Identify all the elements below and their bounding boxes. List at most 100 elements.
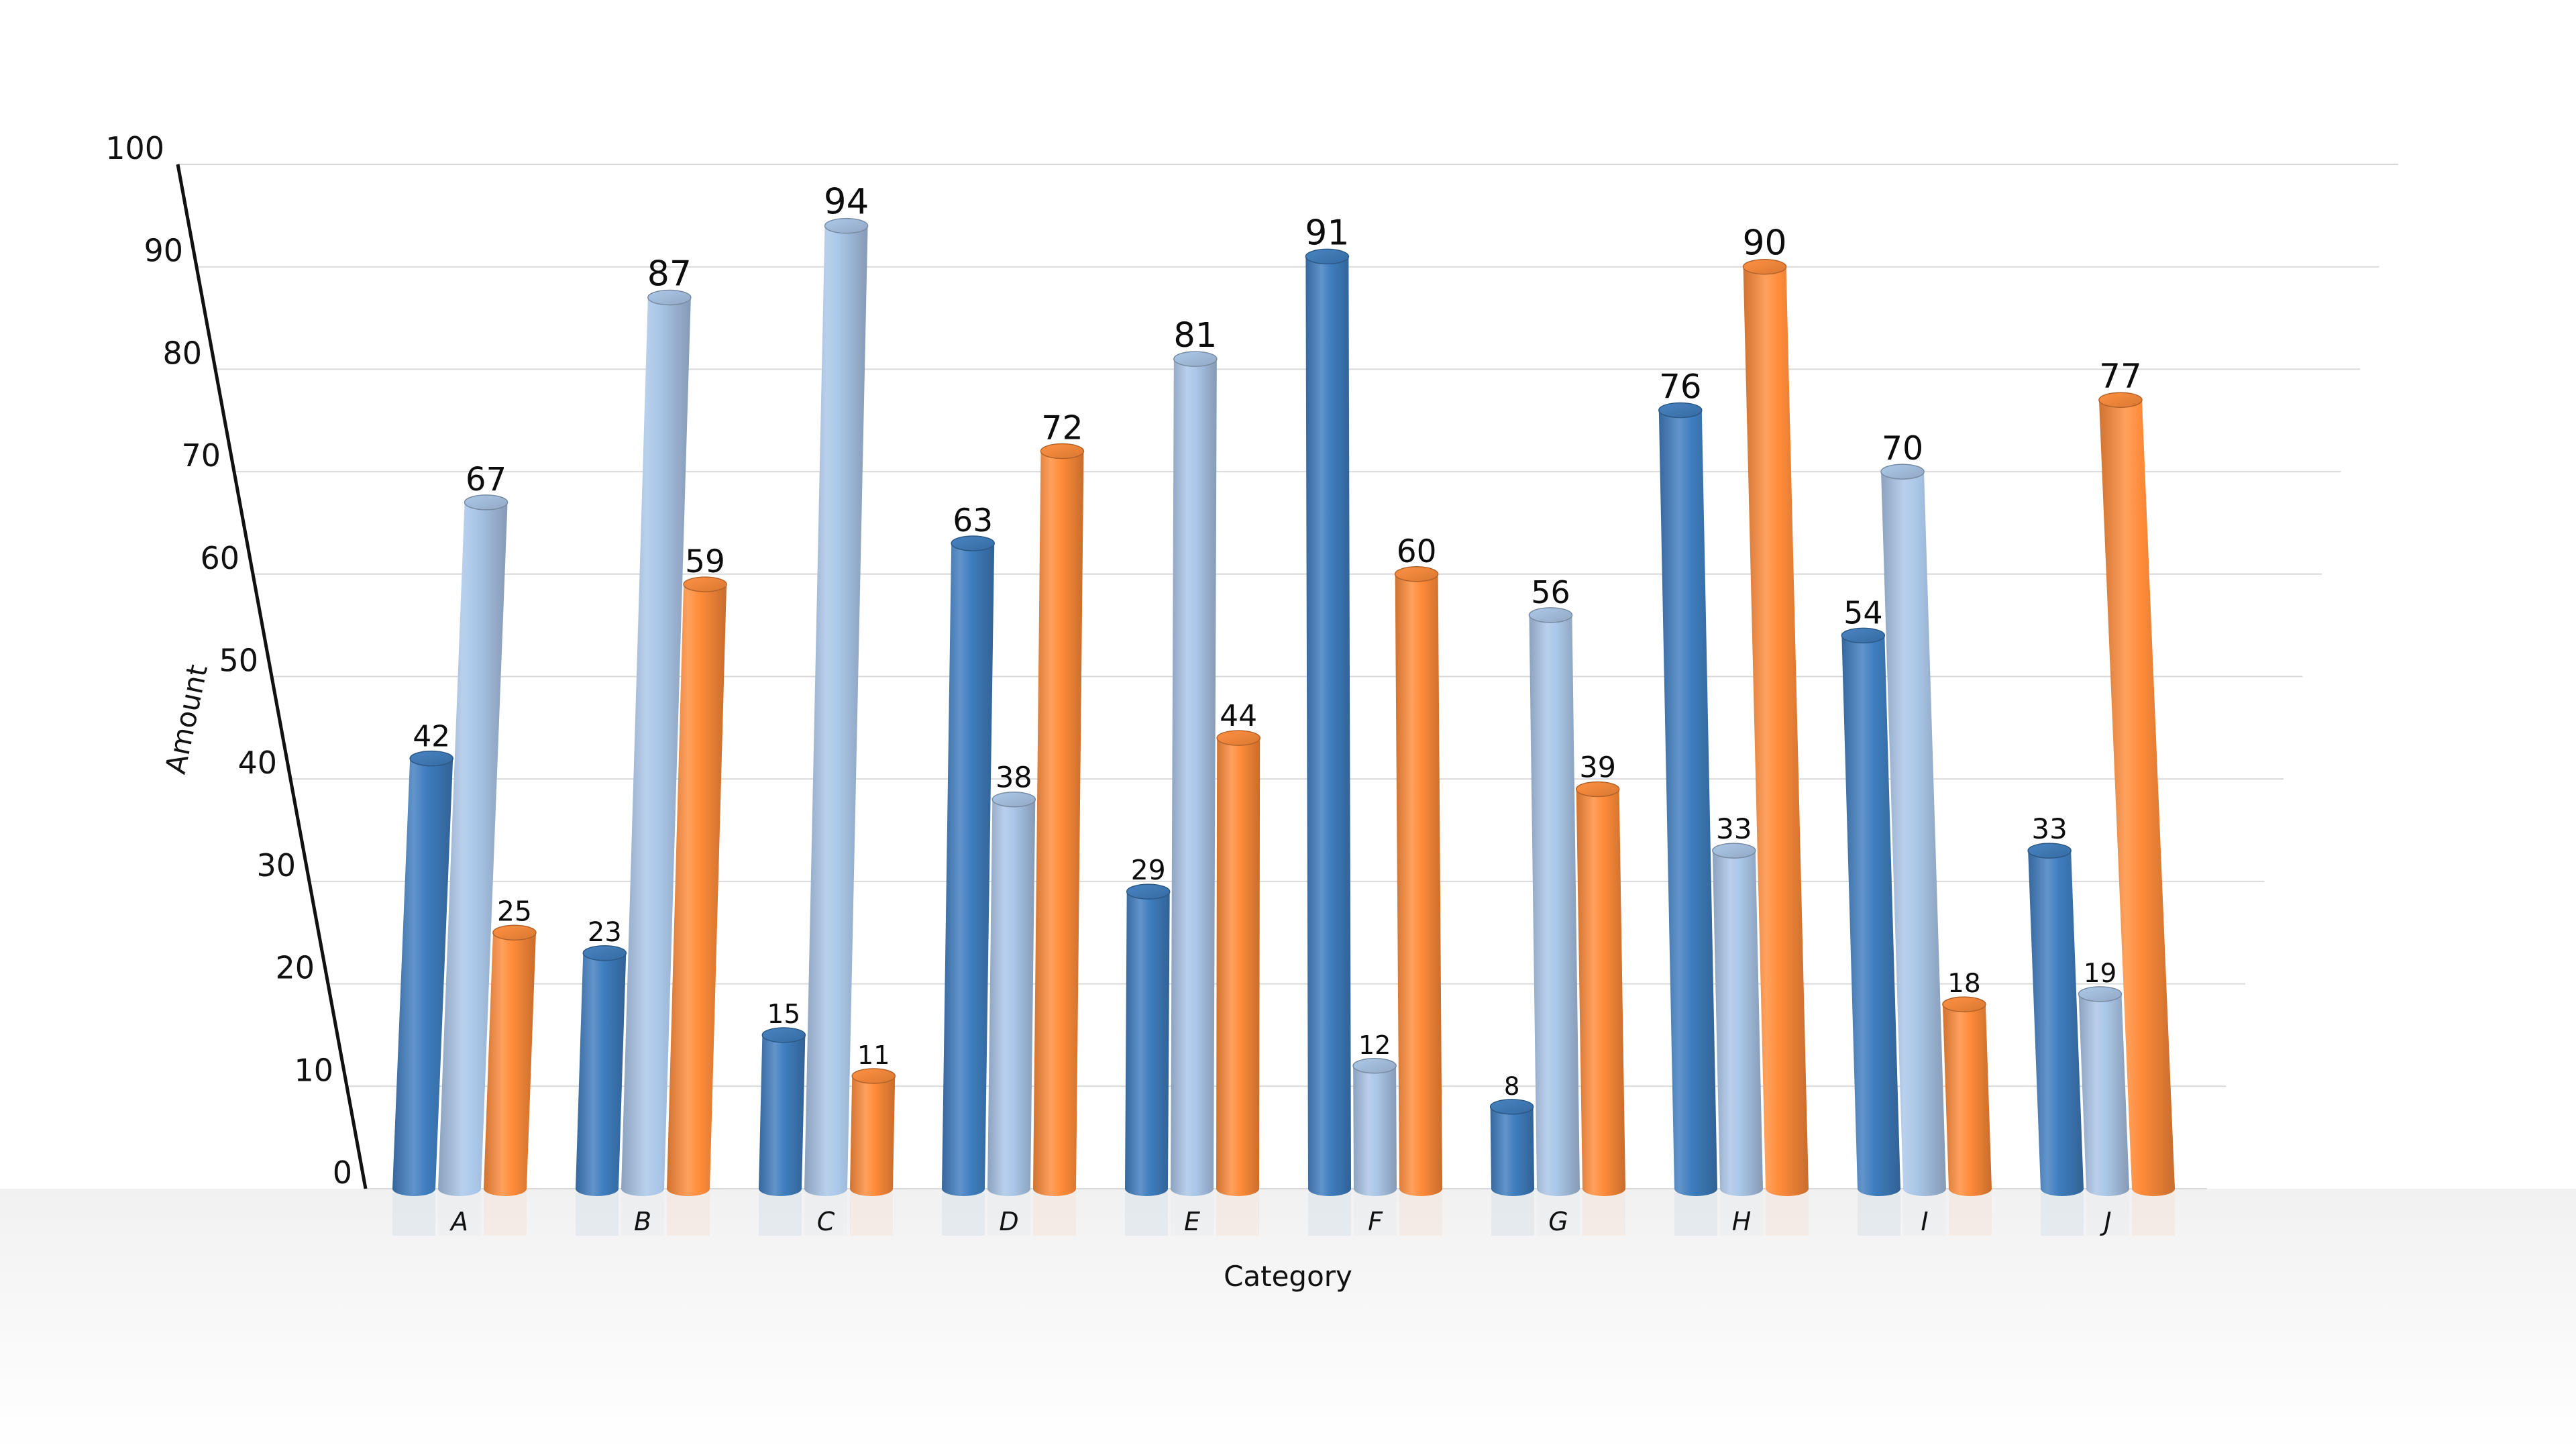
bar-reflection xyxy=(576,1193,619,1236)
bar-body xyxy=(1490,1106,1534,1196)
bar-body xyxy=(1305,256,1351,1197)
bar-cap xyxy=(1658,402,1703,419)
data-label: 12 xyxy=(1358,1030,1391,1060)
bar-cap xyxy=(582,945,627,961)
bar-cap xyxy=(683,576,727,592)
bar-F-series-3 xyxy=(1394,566,1442,1236)
x-tick-label: F xyxy=(1368,1207,1383,1236)
bar-body xyxy=(621,297,691,1196)
bar-reflection xyxy=(1399,1193,1442,1236)
data-label: 67 xyxy=(466,461,506,498)
bar-H-series-3 xyxy=(1742,258,1809,1236)
bars xyxy=(392,217,2175,1236)
bar-body xyxy=(1395,574,1442,1196)
data-label: 33 xyxy=(1716,812,1752,845)
bar-reflection xyxy=(438,1193,481,1236)
bar-A-series-2 xyxy=(438,494,508,1236)
bar-reflection xyxy=(2132,1193,2175,1236)
bar-body xyxy=(759,1034,806,1196)
bar-cap xyxy=(1394,566,1439,582)
bar-cap xyxy=(851,1068,896,1084)
bar-E-series-1 xyxy=(1125,883,1171,1236)
bar-body xyxy=(576,953,627,1196)
bar-cap xyxy=(824,217,869,234)
bar-J-series-3 xyxy=(2098,392,2175,1236)
data-label: 8 xyxy=(1504,1072,1520,1101)
bar-C-series-2 xyxy=(804,217,869,1236)
data-label: 38 xyxy=(996,761,1032,795)
bar-reflection xyxy=(759,1193,802,1236)
bar-A-series-1 xyxy=(392,750,453,1236)
bar-E-series-3 xyxy=(1216,730,1260,1236)
bar-D-series-3 xyxy=(1033,443,1085,1236)
bar-reflection xyxy=(1125,1193,1168,1236)
bar-I-series-1 xyxy=(1841,627,1900,1236)
bar-reflection xyxy=(1720,1193,1763,1236)
bar-reflection xyxy=(484,1193,527,1236)
bar-reflection xyxy=(1582,1193,1625,1236)
chart-floor-plane xyxy=(0,1189,2576,1449)
bar-reflection xyxy=(1858,1193,1900,1236)
bar-reflection xyxy=(2086,1193,2129,1236)
bar-reflection xyxy=(1903,1193,1946,1236)
data-label: 91 xyxy=(1305,213,1349,253)
bar-cap xyxy=(1352,1058,1397,1074)
bar-body xyxy=(1743,266,1809,1197)
y-tick-label: 40 xyxy=(237,745,277,781)
bar-cap xyxy=(1712,843,1756,859)
x-tick-label: C xyxy=(817,1207,835,1236)
bar-body xyxy=(1353,1065,1397,1196)
bar-A-series-3 xyxy=(484,924,537,1236)
bar-cap xyxy=(1126,883,1171,900)
bar-body xyxy=(438,502,508,1197)
bar-reflection xyxy=(1354,1193,1397,1236)
bar-body xyxy=(1942,1004,1992,1196)
bar-cap xyxy=(1489,1099,1534,1115)
bar-J-series-2 xyxy=(2078,986,2129,1236)
bar-body xyxy=(484,932,536,1196)
data-label: 77 xyxy=(2099,357,2142,396)
data-label: 54 xyxy=(1843,594,1883,631)
bar-cap xyxy=(1305,248,1350,265)
x-tick-label: I xyxy=(1921,1207,1928,1236)
bar-body xyxy=(804,225,868,1196)
y-tick-label: 70 xyxy=(181,437,221,474)
y-tick-label: 30 xyxy=(256,847,296,883)
bar-cap xyxy=(2078,986,2123,1002)
bar-G-series-3 xyxy=(1575,781,1625,1236)
bar-D-series-1 xyxy=(942,535,995,1236)
data-label: 56 xyxy=(1531,574,1570,610)
bar-C-series-1 xyxy=(759,1027,806,1236)
data-label: 81 xyxy=(1173,316,1217,356)
data-label: 70 xyxy=(1882,429,1923,468)
data-labels: 42 67 25 23 87 59 15 94 11 63 38 72 29 81 44 91 12 60 8 56 3… xyxy=(413,182,2142,1101)
data-label: 19 xyxy=(2084,959,2117,989)
bar-body xyxy=(1125,892,1170,1196)
data-label: 63 xyxy=(953,502,993,539)
x-tick-label: A xyxy=(449,1207,468,1236)
bar-body xyxy=(1529,614,1580,1196)
bar-cap xyxy=(991,791,1036,808)
chart-floor xyxy=(0,1189,2576,1449)
bar-cap xyxy=(409,750,453,767)
data-label: 87 xyxy=(647,254,692,294)
bar-cap xyxy=(2027,843,2072,859)
bar-body xyxy=(1216,738,1260,1196)
bar-E-series-2 xyxy=(1171,351,1218,1236)
bar-H-series-1 xyxy=(1658,402,1717,1236)
bar-cap xyxy=(2098,392,2143,408)
bar-reflection xyxy=(987,1193,1030,1236)
bar-cap xyxy=(1742,258,1787,275)
bar-body xyxy=(2028,851,2084,1196)
bar-reflection xyxy=(1491,1193,1534,1236)
bar-reflection xyxy=(1949,1193,1992,1236)
data-label: 94 xyxy=(824,182,869,223)
bar-body xyxy=(1841,635,1900,1196)
data-label: 11 xyxy=(857,1040,890,1070)
bar-cap xyxy=(1173,351,1218,367)
data-label: 72 xyxy=(1041,409,1083,447)
bar-reflection xyxy=(1171,1193,1214,1236)
bar-reflection xyxy=(850,1193,893,1236)
